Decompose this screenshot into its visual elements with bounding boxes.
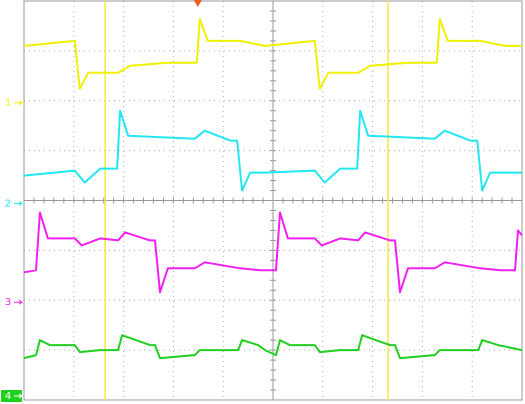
trigger-marker <box>193 0 202 7</box>
frame <box>23 0 523 401</box>
channel-arrow <box>14 100 23 106</box>
channel-label: 1 <box>5 98 11 109</box>
trace <box>23 334 523 360</box>
trace <box>23 18 522 90</box>
channel-arrow <box>14 299 23 305</box>
trace <box>23 211 523 294</box>
channel-label: 4 <box>5 391 11 402</box>
channel-label: 3 <box>5 297 11 308</box>
channel-arrow <box>14 393 23 399</box>
channel-badge <box>1 390 22 403</box>
channel-label: 2 <box>5 198 11 209</box>
trace <box>23 109 522 192</box>
channel-arrow <box>14 201 23 206</box>
